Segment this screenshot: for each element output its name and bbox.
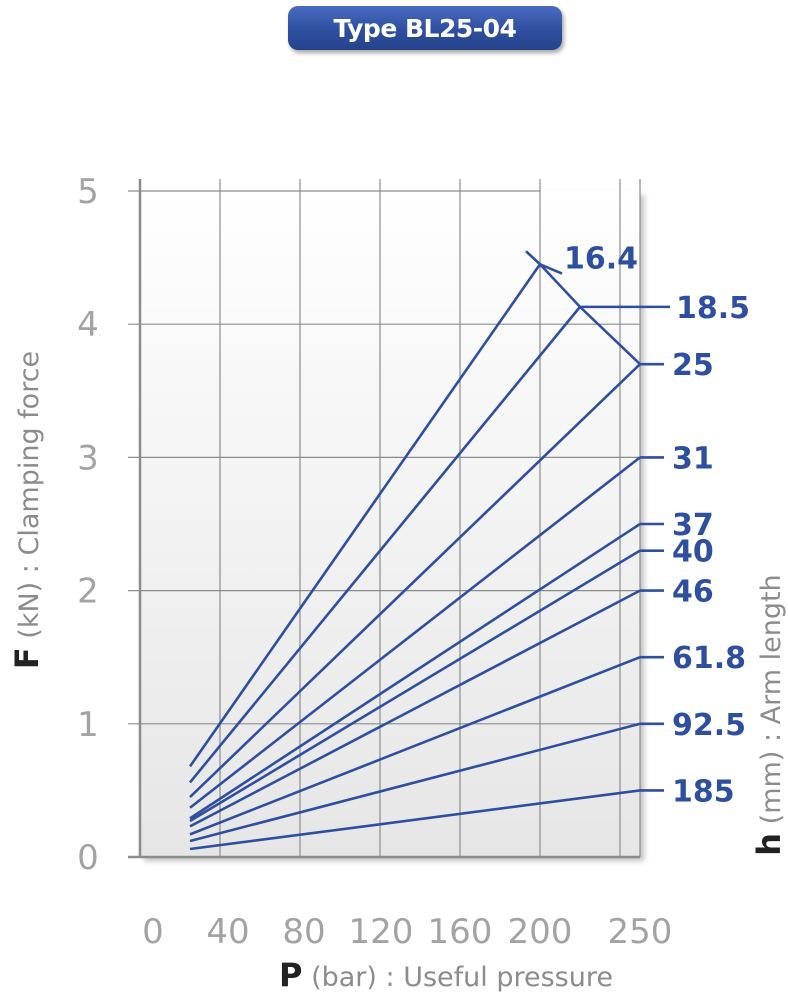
grid [128,179,641,859]
series-line-h-31 [189,456,641,809]
x-axis-text: : Useful pressure [386,962,613,993]
y-tick-label: 3 [77,438,99,478]
y-axis-text: : Clamping force [14,351,45,573]
x-axis-unit: (bar) [311,962,377,993]
arm-length-text: : Arm length [756,574,787,742]
x-axis-title: P (bar) : Useful pressure [279,956,613,994]
x-tick-label: 200 [508,912,573,952]
series-line-h-40 [189,549,641,823]
x-axis-symbol: P [279,956,302,994]
series-label-h-37: 37 [672,508,714,543]
series-label-h-16.4: 16.4 [564,242,638,277]
x-tick-label: 40 [206,912,249,952]
series-label-h-185: 185 [672,774,735,809]
y-tick-label: 5 [77,172,99,212]
x-tick-label: 160 [428,912,493,952]
series-line-h-16.4 [188,263,542,768]
arm-length-unit: (mm) [756,751,787,825]
series-line-h-37 [189,522,641,820]
series-label-h-61.8: 61.8 [672,641,746,676]
y-axis-symbol: F [8,647,46,669]
series-line-h-18.5 [188,306,582,784]
y-axis-ticks: 0 1 2 3 4 5 [77,172,99,878]
series-line-h-185 [189,789,641,851]
y-axis-title: F (kN) : Clamping force [8,351,46,669]
series-label-h-40: 40 [672,535,714,570]
y-axis-unit: (kN) [14,582,45,639]
x-tick-label: 0 [142,912,164,952]
series-line-h-25 [189,363,641,798]
y-tick-label: 0 [77,838,99,878]
y-tick-label: 4 [77,305,99,345]
series-line-h-61.8 [189,655,641,836]
chart-title: Type BL25-04 [333,13,517,43]
chart-title-badge: Type BL25-04 [288,6,562,50]
x-tick-label: 120 [349,912,414,952]
arm-length-symbol: h [750,833,788,856]
series-lines [188,250,670,851]
limit-line-tail [525,250,541,266]
series-label-h-46: 46 [672,575,714,610]
x-axis-ticks: 0 40 80 120 160 200 250 [142,912,672,952]
series-line-h-46 [189,589,641,828]
series-label-h-31: 31 [672,441,714,476]
arm-length-axis-title: h (mm) : Arm length [750,574,788,855]
x-tick-label: 250 [608,912,673,952]
x-tick-label: 80 [282,912,325,952]
y-tick-label: 1 [77,705,99,745]
series-line-h-92.5 [189,722,641,843]
series-label-h-92.5: 92.5 [672,708,746,743]
series-label-h-18.5: 18.5 [676,291,750,326]
series-callout-leader [539,263,563,275]
y-tick-label: 2 [77,572,99,612]
series-label-h-25: 25 [672,348,714,383]
